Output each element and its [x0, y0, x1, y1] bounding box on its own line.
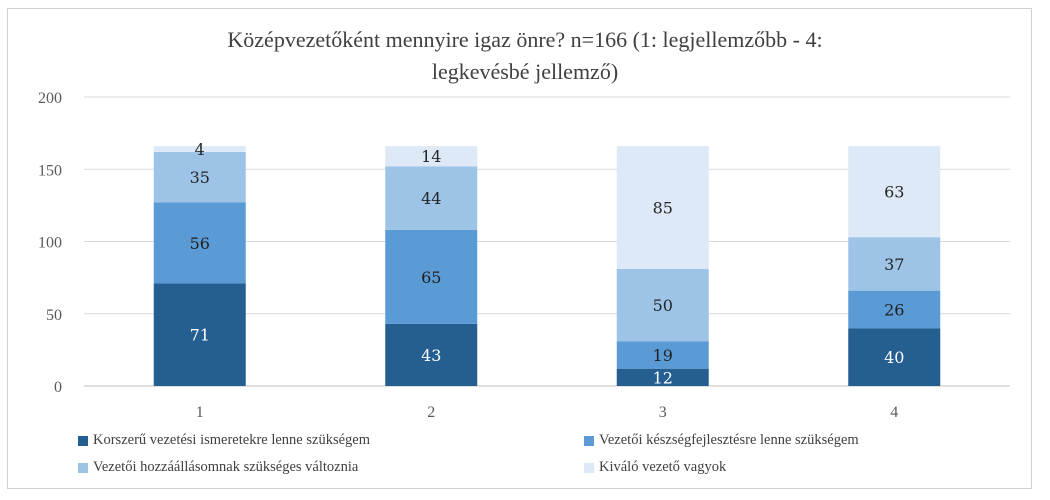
legend-item-0: Korszerű vezetési ismeretekre lenne szük… — [78, 432, 370, 449]
x-tick-label: 1 — [196, 404, 204, 421]
data-label: 85 — [653, 199, 673, 218]
x-tick-label: 3 — [659, 404, 667, 421]
bar-segment — [385, 146, 478, 167]
data-label: 35 — [190, 168, 210, 187]
data-label: 4 — [195, 140, 205, 159]
data-label: 40 — [884, 348, 904, 367]
chart-title: Középvezetőként mennyire igaz önre? n=16… — [0, 24, 1050, 88]
data-label: 43 — [421, 346, 441, 365]
legend-item-2: Vezetői hozzáállásomnak szükséges változ… — [78, 459, 358, 476]
bar-segment — [385, 323, 478, 386]
legend-label-0: Korszerű vezetési ismeretekre lenne szük… — [93, 432, 370, 448]
bar-segment — [616, 146, 709, 269]
legend-label-3: Kiváló vezető vagyok — [599, 459, 727, 475]
data-label: 37 — [884, 255, 904, 274]
legend-swatch-1 — [584, 435, 594, 446]
bar-segment — [848, 237, 941, 291]
data-label: 26 — [884, 300, 904, 319]
bar-segment — [385, 229, 478, 324]
legend-swatch-0 — [78, 435, 88, 446]
bar-segment — [616, 368, 709, 386]
bar-segment — [153, 151, 246, 203]
y-tick-label: 200 — [38, 90, 62, 107]
chart-frame — [7, 8, 1032, 489]
data-label: 71 — [190, 326, 210, 345]
data-label: 44 — [421, 189, 441, 208]
bar-segment — [385, 166, 478, 230]
bar-segment — [848, 328, 941, 386]
x-tick-label: 4 — [890, 404, 898, 421]
data-label: 65 — [421, 268, 441, 287]
bar-segment — [153, 146, 246, 152]
data-label: 56 — [190, 234, 210, 253]
y-tick-label: 50 — [46, 307, 62, 324]
bar-segment — [153, 283, 246, 386]
legend-label-2: Vezetői hozzáállásomnak szükséges változ… — [93, 459, 359, 475]
data-label: 19 — [653, 346, 673, 365]
data-label: 63 — [884, 183, 904, 202]
bar-segment — [153, 202, 246, 284]
x-tick-label: 2 — [427, 404, 435, 421]
data-label: 12 — [653, 368, 673, 387]
chart-title-line-1: Középvezetőként mennyire igaz önre? n=16… — [227, 27, 823, 52]
legend-swatch-3 — [584, 462, 594, 473]
y-tick-label: 0 — [54, 379, 62, 396]
legend-item-1: Vezetői készségfejlesztésre lenne szüksé… — [584, 432, 859, 449]
legend-item-3: Kiváló vezető vagyok — [584, 459, 726, 476]
y-tick-label: 100 — [38, 235, 62, 252]
y-tick-label: 150 — [38, 162, 62, 179]
bar-segment — [848, 290, 941, 329]
data-label: 14 — [421, 147, 441, 166]
bar-segment — [848, 146, 941, 238]
legend-label-1: Vezetői készségfejlesztésre lenne szüksé… — [599, 432, 859, 448]
data-label: 50 — [653, 296, 673, 315]
legend-swatch-2 — [78, 462, 88, 473]
chart-title-line-2: legkevésbé jellemző) — [431, 59, 619, 84]
bar-segment — [616, 268, 709, 342]
bar-segment — [616, 341, 709, 369]
